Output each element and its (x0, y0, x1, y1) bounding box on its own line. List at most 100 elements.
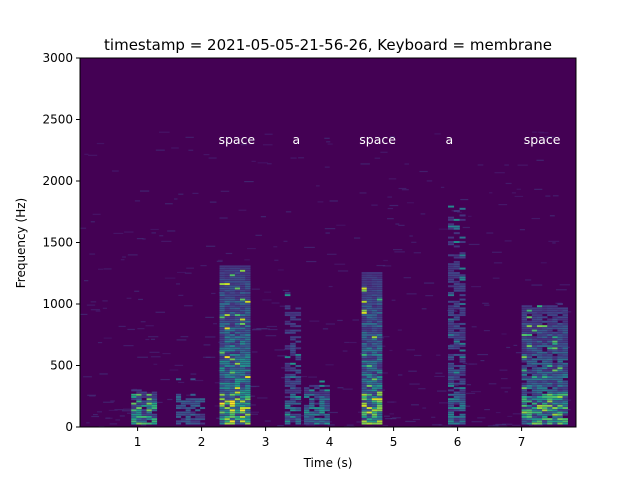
keystroke-band-cell (562, 336, 568, 339)
keystroke-band-cell (361, 393, 368, 396)
noise-band-cell (146, 402, 152, 405)
keystroke-band-cell (240, 269, 246, 272)
spectrogram-cell (434, 133, 441, 135)
keystroke-band-cell (234, 407, 241, 410)
keystroke-band-cell (531, 314, 538, 317)
keystroke-band-cell (295, 407, 302, 410)
keystroke-band-cell (245, 420, 251, 423)
keystroke-band-cell (557, 362, 563, 365)
keystroke-band-cell (547, 311, 553, 314)
spectrogram-cell (203, 344, 211, 346)
noise-band-cell (141, 391, 147, 394)
keystroke-band-cell (453, 418, 460, 421)
keystroke-band-cell (448, 309, 455, 312)
keystroke-band-cell (526, 340, 533, 343)
keystroke-band-cell (521, 382, 528, 385)
keystroke-band-cell (361, 402, 368, 405)
keystroke-band-cell (547, 334, 553, 336)
keystroke-band-cell (240, 318, 246, 321)
spectrogram-cell (561, 311, 572, 313)
noise-band-cell (314, 411, 320, 414)
noise-band-cell (324, 413, 330, 416)
spectrogram-cell (134, 200, 141, 202)
noise-band-cell (131, 409, 137, 412)
keystroke-band-cell (448, 223, 455, 226)
keystroke-band-cell (552, 382, 558, 385)
keystroke-band-cell (448, 291, 455, 294)
spectrogram-cell (545, 195, 551, 197)
keystroke-band-cell (552, 336, 558, 339)
keystroke-band-cell (295, 329, 302, 332)
keystroke-band-cell (376, 420, 383, 423)
keystroke-band-cell (552, 415, 558, 418)
keystroke-band-cell (453, 245, 460, 248)
keystroke-band-cell (542, 331, 548, 334)
keystroke-band-cell (219, 345, 225, 348)
keystroke-band-cell (552, 393, 558, 396)
spectrogram-cell (532, 131, 537, 133)
spectrogram-cell (327, 411, 338, 414)
keystroke-band-cell (284, 380, 291, 383)
keystroke-band-cell (536, 351, 543, 354)
keystroke-band-cell (240, 300, 246, 303)
keystroke-band-cell (295, 413, 302, 416)
noise-band-cell (190, 402, 196, 405)
keystroke-band-cell (448, 267, 455, 270)
keystroke-band-cell (234, 280, 241, 283)
keystroke-band-cell (240, 418, 246, 421)
spectrogram-cell (279, 305, 287, 307)
spectrogram-cell (297, 375, 308, 378)
noise-band-cell (304, 411, 310, 414)
spectrogram-cell (505, 182, 512, 185)
keystroke-band-cell (240, 389, 246, 392)
keystroke-band-cell (521, 367, 528, 370)
noise-band-cell (141, 422, 147, 425)
spectrogram-cell (262, 299, 272, 301)
keystroke-band-cell (240, 322, 246, 325)
keystroke-band-cell (366, 407, 373, 410)
spectrogram-cell (112, 170, 119, 172)
keystroke-band-cell (453, 376, 460, 379)
keystroke-band-cell (448, 243, 455, 246)
keystroke-band-cell (542, 413, 548, 416)
keystroke-band-cell (547, 418, 553, 421)
spectrogram-cell (84, 153, 89, 155)
x-tick-label: 7 (518, 435, 526, 449)
spectrogram-cell (477, 164, 484, 166)
keystroke-band-cell (562, 389, 568, 392)
keystroke-band-cell (234, 276, 241, 279)
noise-band-cell (324, 393, 330, 396)
y-tick-label: 500 (50, 359, 73, 373)
keystroke-band-cell (234, 345, 241, 348)
keystroke-band-cell (547, 409, 553, 412)
spectrogram-cell (536, 159, 544, 161)
keystroke-band-cell (552, 334, 558, 336)
keystroke-band-cell (245, 400, 251, 403)
noise-band-cell (190, 422, 196, 425)
keystroke-band-cell (284, 311, 291, 314)
keystroke-band-cell (229, 393, 236, 396)
keystroke-band-cell (366, 382, 373, 385)
keystroke-band-cell (219, 329, 225, 332)
keystroke-band-cell (290, 345, 296, 348)
keystroke-band-cell (562, 318, 568, 321)
spectrogram-cell (534, 188, 543, 190)
noise-band-cell (324, 422, 330, 425)
keystroke-band-cell (284, 376, 291, 379)
spectrogram-cell (255, 234, 262, 236)
keystroke-band-cell (521, 378, 528, 381)
keystroke-band-cell (219, 360, 225, 363)
keystroke-band-cell (542, 307, 548, 310)
spectrogram-cell (184, 272, 192, 274)
keystroke-band-cell (361, 287, 368, 290)
noise-band-cell (190, 400, 196, 403)
spectrogram-cell (148, 336, 159, 338)
keystroke-band-cell (284, 404, 291, 407)
keystroke-band-cell (547, 396, 553, 398)
keystroke-band-cell (531, 376, 538, 379)
noise-band-cell (314, 391, 320, 394)
keystroke-band-cell (562, 404, 568, 407)
keystroke-band-cell (376, 283, 383, 286)
keystroke-band-cell (361, 276, 368, 279)
spectrogram-cell (383, 259, 388, 262)
